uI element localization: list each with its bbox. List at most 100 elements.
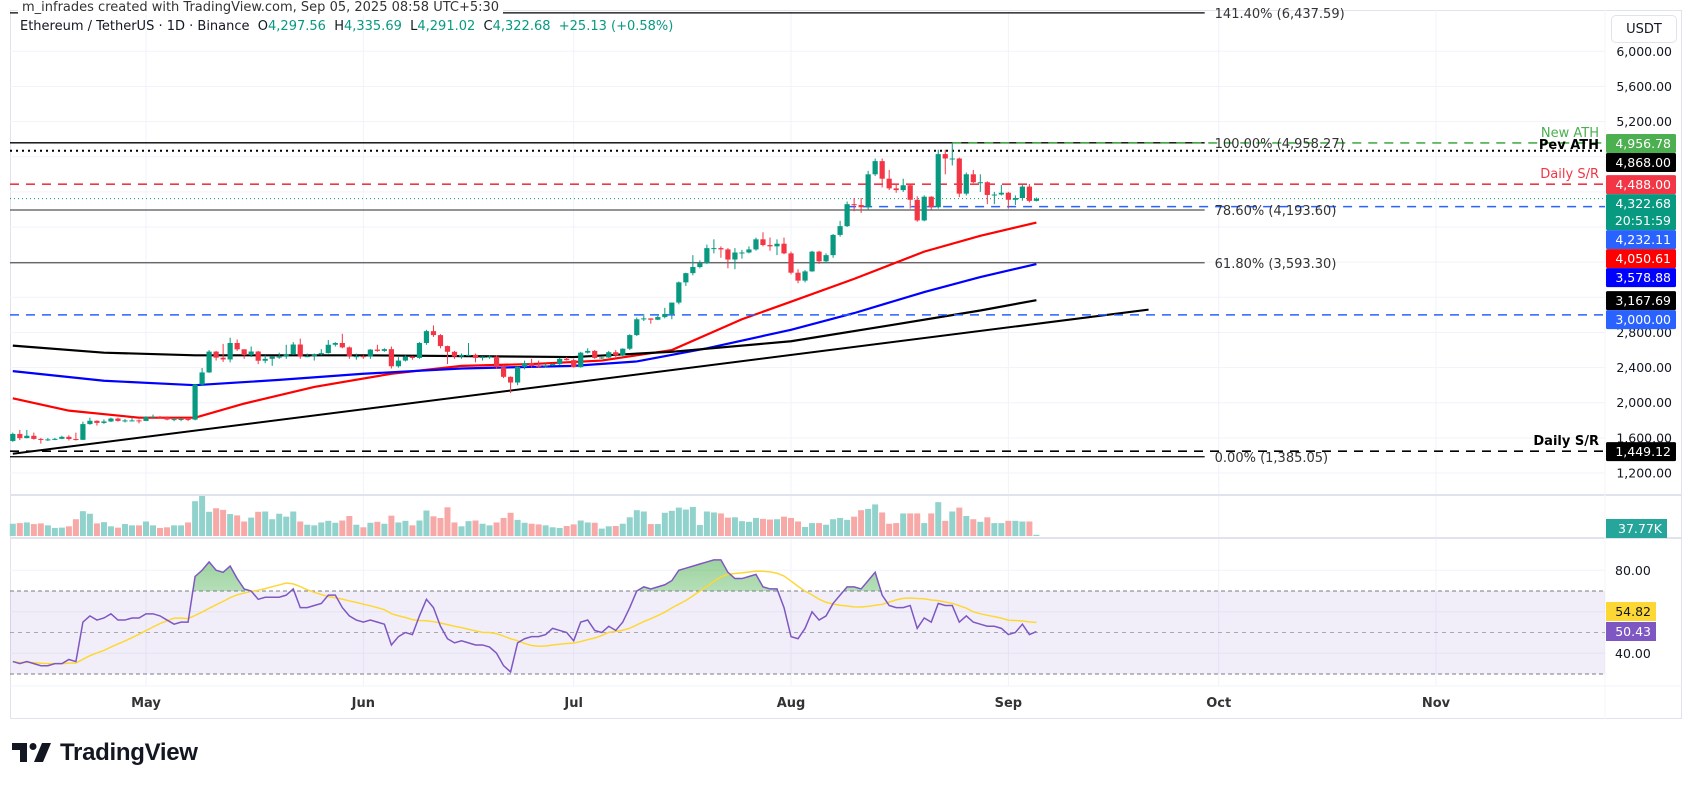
candle[interactable] — [648, 318, 654, 324]
candle[interactable] — [101, 419, 107, 424]
candle[interactable] — [837, 220, 843, 237]
candle[interactable] — [31, 432, 37, 440]
candle[interactable] — [276, 352, 282, 359]
candle[interactable] — [963, 172, 969, 196]
candle[interactable] — [262, 355, 268, 364]
candle[interactable] — [746, 246, 752, 254]
candle[interactable] — [108, 417, 114, 423]
candle[interactable] — [500, 364, 507, 379]
candle[interactable] — [529, 358, 535, 368]
candle[interactable] — [409, 356, 416, 360]
candle[interactable] — [935, 149, 941, 209]
candle[interactable] — [332, 342, 338, 347]
candle[interactable] — [991, 191, 997, 205]
candle[interactable] — [816, 250, 822, 264]
candle[interactable] — [52, 437, 58, 441]
candle[interactable] — [697, 260, 703, 269]
candle[interactable] — [914, 196, 920, 222]
candle[interactable] — [325, 339, 331, 354]
candle[interactable] — [795, 269, 801, 284]
candle[interactable] — [683, 272, 689, 286]
candle[interactable] — [564, 357, 570, 361]
candle[interactable] — [444, 345, 451, 365]
candle[interactable] — [942, 149, 948, 175]
candle[interactable] — [143, 416, 149, 422]
candle[interactable] — [984, 181, 990, 205]
candle[interactable] — [255, 350, 261, 365]
candle[interactable] — [907, 184, 913, 209]
candle[interactable] — [606, 350, 612, 358]
candle[interactable] — [900, 178, 906, 192]
candle[interactable] — [283, 344, 289, 359]
candle[interactable] — [388, 346, 394, 369]
candle[interactable] — [479, 356, 486, 361]
candle[interactable] — [557, 357, 563, 365]
candle[interactable] — [585, 348, 591, 354]
candle[interactable] — [311, 353, 317, 361]
candle[interactable] — [465, 342, 472, 357]
candle[interactable] — [627, 334, 633, 351]
candle[interactable] — [1019, 184, 1025, 201]
candle[interactable] — [486, 355, 493, 359]
candle[interactable] — [402, 355, 409, 362]
candle[interactable] — [199, 368, 205, 387]
candle[interactable] — [893, 184, 899, 193]
candle[interactable] — [430, 325, 437, 337]
candle[interactable] — [360, 355, 366, 359]
candle[interactable] — [711, 239, 717, 254]
candle[interactable] — [886, 169, 892, 191]
candle[interactable] — [157, 415, 163, 419]
candle[interactable] — [928, 196, 934, 210]
candle[interactable] — [297, 338, 303, 359]
candle[interactable] — [921, 195, 927, 222]
candle[interactable] — [304, 353, 310, 358]
candle[interactable] — [592, 350, 598, 359]
candle[interactable] — [241, 349, 247, 359]
candle[interactable] — [10, 432, 16, 442]
candle[interactable] — [38, 437, 44, 444]
candle[interactable] — [1033, 197, 1040, 202]
candle[interactable] — [423, 329, 430, 345]
candle[interactable] — [136, 419, 142, 424]
candle[interactable] — [73, 432, 79, 441]
candle[interactable] — [669, 302, 675, 320]
candle[interactable] — [1026, 183, 1032, 203]
candle[interactable] — [507, 376, 514, 394]
candle[interactable] — [150, 414, 156, 418]
candle[interactable] — [395, 357, 402, 368]
candle[interactable] — [550, 363, 556, 366]
candle[interactable] — [234, 339, 240, 351]
candle[interactable] — [94, 420, 100, 426]
candle[interactable] — [767, 237, 773, 251]
candle[interactable] — [865, 170, 871, 210]
candle[interactable] — [641, 314, 647, 322]
candle[interactable] — [17, 429, 23, 441]
candle[interactable] — [353, 353, 359, 360]
candle[interactable] — [458, 353, 465, 359]
candle[interactable] — [59, 435, 65, 440]
candle[interactable] — [493, 355, 500, 369]
currency-button[interactable]: USDT — [1611, 15, 1677, 43]
candle[interactable] — [858, 198, 864, 213]
candle[interactable] — [45, 437, 51, 441]
candle[interactable] — [662, 307, 668, 319]
candle[interactable] — [543, 363, 549, 368]
candle[interactable] — [774, 239, 780, 256]
candle[interactable] — [704, 244, 710, 264]
candle[interactable] — [977, 174, 983, 192]
candle[interactable] — [206, 350, 212, 373]
candle[interactable] — [802, 270, 808, 283]
candle[interactable] — [346, 346, 352, 359]
candle[interactable] — [522, 360, 528, 370]
candle[interactable] — [220, 343, 226, 362]
candle[interactable] — [823, 253, 829, 263]
candle[interactable] — [760, 232, 766, 247]
candle[interactable] — [634, 317, 640, 336]
candle[interactable] — [66, 435, 72, 441]
candle[interactable] — [739, 249, 745, 259]
candle[interactable] — [451, 350, 458, 359]
candle[interactable] — [213, 350, 219, 361]
candle[interactable] — [578, 351, 584, 368]
candle[interactable] — [374, 344, 380, 352]
